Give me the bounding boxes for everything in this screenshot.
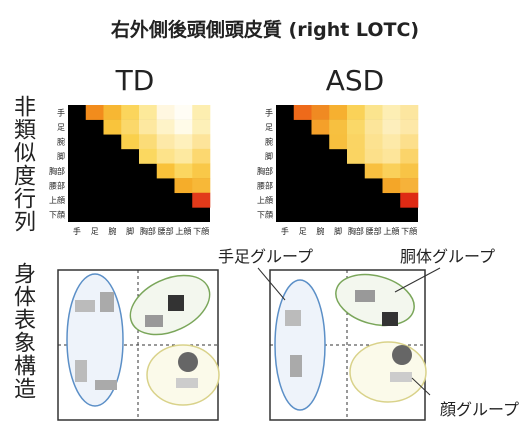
matrix-cell [347, 134, 366, 150]
col-label: 上顔 [383, 226, 399, 236]
matrix-cell [347, 119, 366, 135]
matrix-cell [329, 134, 348, 150]
row-label: 足 [265, 123, 273, 132]
matrix-cell [121, 105, 140, 120]
matrix-cell [174, 148, 193, 164]
matrix-cell [192, 178, 211, 194]
matrix-cell [382, 178, 401, 194]
matrix-cell [364, 148, 383, 164]
matrix-cell [174, 134, 193, 150]
matrix-cell [364, 119, 383, 135]
matrix-cell [400, 178, 419, 194]
matrix-cell [85, 105, 104, 120]
matrix-cell [156, 105, 175, 120]
matrix-cell [156, 148, 175, 164]
col-label: 腰部 [158, 226, 174, 236]
row-label: 腕 [265, 137, 273, 147]
matrix-cell [329, 105, 348, 120]
matrix-cell [121, 119, 140, 135]
matrix-cell [156, 119, 175, 135]
matrix-cell [400, 148, 419, 164]
row-label: 脚 [265, 151, 273, 161]
group-label: 顔グループ [440, 400, 519, 419]
matrix-cell [192, 163, 211, 179]
matrix-cell [174, 163, 193, 179]
col-label: 上顔 [175, 226, 191, 236]
matrix-cell [121, 134, 140, 150]
matrix-cell [364, 163, 383, 179]
group-label: 手足グループ [218, 247, 313, 266]
matrix-cell [382, 148, 401, 164]
matrix-cell [364, 105, 383, 120]
matrix-cell [382, 163, 401, 179]
col-label: 胸部 [140, 226, 156, 236]
matrix-cell [192, 192, 211, 208]
matrix-cell [103, 119, 122, 135]
row-label: 足 [57, 123, 65, 132]
row-label: 下顔 [49, 210, 65, 220]
matrix-cell [103, 105, 122, 120]
col-label: 腕 [108, 226, 116, 236]
col-label: 手 [73, 226, 81, 236]
row-label: 手 [265, 107, 273, 117]
col-label: 腕 [316, 226, 324, 236]
row-label: 手 [57, 107, 65, 117]
row-label: 胸部 [49, 166, 65, 176]
col-label: 下顔 [401, 226, 417, 236]
matrix-cell [382, 105, 401, 120]
matrix-cell [329, 119, 348, 135]
title: 右外側後頭側頭皮質 (right LOTC) [110, 18, 419, 41]
row-label: 腕 [57, 137, 65, 147]
col-label: 脚 [126, 226, 134, 236]
matrix-cell [156, 163, 175, 179]
col-label: 胸部 [348, 226, 364, 236]
row-label: 胸部 [257, 166, 273, 176]
matrix-cell [400, 192, 419, 208]
matrix-cell [311, 119, 330, 135]
row-label: 腰部 [49, 180, 65, 190]
matrix-cell [192, 105, 211, 120]
matrix-cell [192, 119, 211, 135]
matrix-cell [174, 178, 193, 194]
row-label: 脚 [57, 151, 65, 161]
col-label: 足 [91, 227, 99, 236]
matrix-cell [400, 163, 419, 179]
matrix-cell [192, 134, 211, 150]
matrix-cell [311, 105, 330, 120]
matrix-cell [139, 148, 158, 164]
col-label: 足 [299, 227, 307, 236]
matrix-cell [156, 134, 175, 150]
diagram [57, 267, 441, 421]
side-label: 非類似度行列 [10, 95, 35, 233]
col-label: 腰部 [366, 226, 382, 236]
matrix-cell [382, 134, 401, 150]
col-label: 下顔 [193, 226, 209, 236]
row-label: 腰部 [257, 180, 273, 190]
row-label: 上顔 [257, 195, 273, 205]
panel-title: ASD [326, 64, 385, 97]
matrix-cell [347, 148, 366, 164]
col-label: 脚 [334, 226, 342, 236]
matrix-cell [400, 119, 419, 135]
matrix-cell [139, 119, 158, 135]
matrix-cell [382, 119, 401, 135]
group-label: 胴体グループ [400, 247, 495, 266]
matrix-cell [364, 134, 383, 150]
matrix-cell [400, 105, 419, 120]
side-label: 身体表象構造 [10, 262, 35, 400]
matrix-cell [400, 134, 419, 150]
matrix-cell [139, 134, 158, 150]
matrix-cell [192, 148, 211, 164]
matrix-cell [293, 105, 312, 120]
row-label: 上顔 [49, 195, 65, 205]
matrix-cell [347, 105, 366, 120]
row-label: 下顔 [257, 210, 273, 220]
matrix-cell [174, 105, 193, 120]
panel-title: TD [115, 64, 155, 97]
matrix-cell [139, 105, 158, 120]
col-label: 手 [281, 226, 289, 236]
matrix-cell [174, 119, 193, 135]
